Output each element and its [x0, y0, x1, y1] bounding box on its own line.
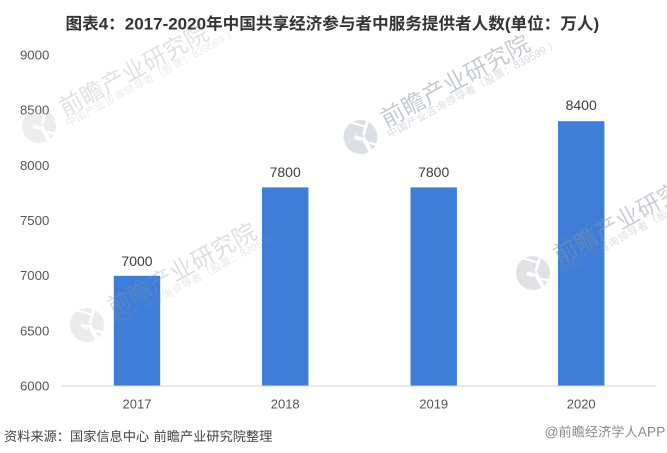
- svg-text:2017: 2017: [123, 396, 152, 411]
- svg-text:7800: 7800: [418, 164, 449, 180]
- svg-text:7500: 7500: [20, 213, 49, 228]
- svg-text:6500: 6500: [20, 323, 49, 338]
- svg-text:8400: 8400: [566, 97, 597, 113]
- svg-text:7000: 7000: [121, 253, 152, 269]
- svg-text:2017-2020: 2017-2020: [125, 14, 206, 33]
- svg-text:2018: 2018: [271, 396, 300, 411]
- svg-text:9000: 9000: [20, 48, 49, 63]
- svg-text:APP: APP: [638, 425, 666, 440]
- svg-text:@: @: [545, 425, 559, 440]
- svg-text:8000: 8000: [20, 158, 49, 173]
- svg-text:(: (: [505, 14, 511, 33]
- svg-text:6000: 6000: [20, 379, 49, 394]
- svg-text:2020: 2020: [567, 396, 596, 411]
- svg-text:7800: 7800: [270, 164, 301, 180]
- svg-text:4: 4: [99, 14, 109, 33]
- svg-text:7000: 7000: [20, 268, 49, 283]
- svg-text:2019: 2019: [419, 396, 448, 411]
- svg-text:): ): [594, 14, 600, 33]
